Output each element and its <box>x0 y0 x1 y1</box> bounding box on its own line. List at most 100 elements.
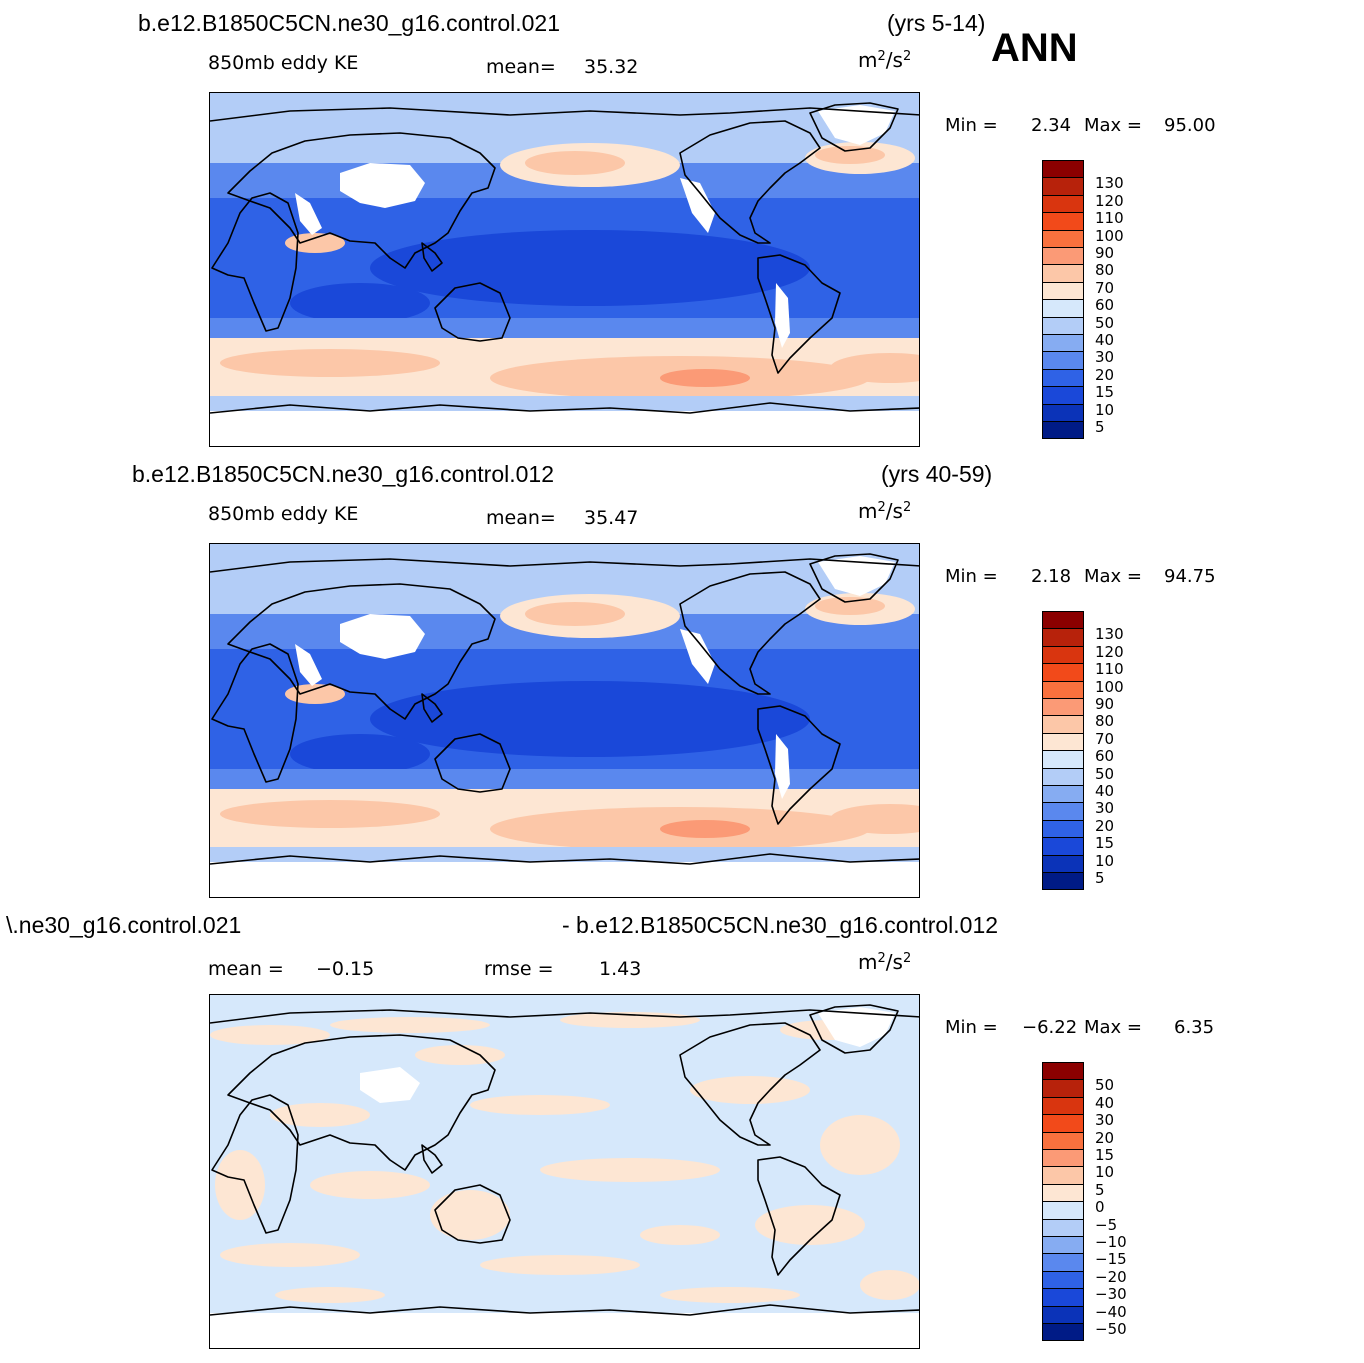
panel1-map <box>209 92 920 447</box>
colorbar-box <box>1042 403 1084 422</box>
colorbar-box <box>1042 802 1084 821</box>
colorbar-label: 40 <box>1095 331 1115 349</box>
panel2-years: (yrs 40-59) <box>881 461 993 487</box>
panel3-map <box>209 994 920 1349</box>
panel1-case-title: b.e12.B1850C5CN.ne30_g16.control.021 <box>138 10 560 36</box>
colorbar-label: 50 <box>1095 313 1115 332</box>
colorbar-box <box>1042 785 1084 804</box>
panel3-colorbar: 50 40 30 20 15 10 5 0 −5 −10 −15 −20 −30 −40 −50 <box>1042 1062 1127 1342</box>
panel2-colorbar: 130 120 110 100 90 80 70 60 50 40 30 20 15 10 5 <box>1042 611 1124 891</box>
colorbar-box <box>1042 611 1084 630</box>
colorbar-box <box>1042 680 1084 699</box>
panel1-units: m2/s2 <box>858 48 912 72</box>
panel2-units: m2/s2 <box>858 499 912 523</box>
panel3-mean-value: −0.15 <box>316 958 375 980</box>
colorbar-label: 15 <box>1095 834 1115 853</box>
colorbar-label: 100 <box>1095 677 1124 696</box>
colorbar-box <box>1042 247 1084 266</box>
panel1-mean-label: mean= <box>486 56 556 78</box>
colorbar-box <box>1042 663 1084 682</box>
colorbar-box <box>1042 1288 1084 1307</box>
colorbar-label: 30 <box>1095 799 1115 818</box>
panel2-min-label: Min = <box>945 566 998 587</box>
colorbar-label: −15 <box>1095 1250 1127 1269</box>
panel3-min-value: −6.22 <box>1022 1017 1078 1038</box>
colorbar-box <box>1042 819 1084 839</box>
panel2-max-value: 94.75 <box>1164 566 1216 587</box>
colorbar-box <box>1042 698 1084 717</box>
colorbar-box <box>1042 1305 1084 1324</box>
colorbar-box <box>1042 1131 1084 1150</box>
panel1-colorbar: 130 120 110 100 90 80 70 60 50 40 30 20 15 10 5 <box>1042 160 1124 440</box>
panel2-variable: 850mb eddy KE <box>208 503 359 525</box>
colorbar-label: 70 <box>1095 278 1115 297</box>
colorbar-label: 80 <box>1095 261 1115 280</box>
panel1-variable: 850mb eddy KE <box>208 52 359 74</box>
colorbar-label: 50 <box>1095 764 1115 783</box>
panel1-mean-value: 35.32 <box>584 56 639 78</box>
panel3-rmse-label: rmse = <box>484 958 554 980</box>
colorbar-box <box>1042 1149 1084 1168</box>
colorbar-box <box>1042 1218 1084 1237</box>
panel3-case-title-right: - b.e12.B1850C5CN.ne30_g16.control.012 <box>562 912 999 938</box>
colorbar-box <box>1042 264 1084 283</box>
colorbar-label: −10 <box>1095 1233 1127 1251</box>
panel3-mean-label: mean = <box>208 958 284 980</box>
colorbar-box <box>1042 1270 1084 1290</box>
colorbar-box <box>1042 767 1084 786</box>
panel2-max-label: Max = <box>1084 566 1143 587</box>
colorbar-box <box>1042 194 1084 214</box>
colorbar-box <box>1042 715 1084 734</box>
colorbar-label: −40 <box>1095 1302 1127 1321</box>
colorbar-label: 0 <box>1095 1198 1105 1217</box>
panel3-max-value: 6.35 <box>1174 1017 1215 1038</box>
colorbar-label: 15 <box>1095 1146 1115 1164</box>
colorbar-label: 50 <box>1095 1076 1115 1095</box>
panel3-min-label: Min = <box>945 1017 998 1038</box>
colorbar-label: 15 <box>1095 383 1115 402</box>
panel1-max-label: Max = <box>1084 115 1143 136</box>
colorbar-label: 90 <box>1095 695 1115 713</box>
colorbar-label: 60 <box>1095 747 1115 766</box>
colorbar-box <box>1042 160 1084 179</box>
colorbar-box <box>1042 421 1084 440</box>
colorbar-box <box>1042 229 1084 248</box>
colorbar-box <box>1042 351 1084 370</box>
colorbar-label: −5 <box>1095 1215 1118 1234</box>
colorbar-box <box>1042 1253 1084 1272</box>
panel2-case-title: b.e12.B1850C5CN.ne30_g16.control.012 <box>132 461 554 487</box>
panel3-units: m2/s2 <box>858 950 912 974</box>
colorbar-box <box>1042 1062 1084 1081</box>
colorbar-box <box>1042 1166 1084 1185</box>
colorbar-box <box>1042 386 1084 405</box>
colorbar-label: 20 <box>1095 816 1115 835</box>
colorbar-box <box>1042 368 1084 388</box>
colorbar-label: 5 <box>1095 1180 1105 1199</box>
colorbar-box <box>1042 628 1084 647</box>
colorbar-label: 100 <box>1095 226 1124 245</box>
colorbar-label: 40 <box>1095 1093 1115 1112</box>
season-label: ANN <box>991 26 1078 70</box>
colorbar-label: 60 <box>1095 296 1115 315</box>
colorbar-label: 5 <box>1095 869 1105 887</box>
panel2-min-value: 2.18 <box>1031 566 1072 587</box>
panel2-mean-value: 35.47 <box>584 507 639 529</box>
colorbar-label: 130 <box>1095 625 1124 644</box>
panel1-max-value: 95.00 <box>1164 115 1216 136</box>
colorbar-label: 10 <box>1095 851 1115 870</box>
colorbar-box <box>1042 854 1084 873</box>
colorbar-box <box>1042 1114 1084 1133</box>
colorbar-label: 20 <box>1095 1128 1115 1147</box>
colorbar-box <box>1042 872 1084 891</box>
colorbar-box <box>1042 177 1084 196</box>
colorbar-label: 30 <box>1095 1111 1115 1130</box>
colorbar-label: 30 <box>1095 348 1115 367</box>
colorbar-box <box>1042 334 1084 353</box>
colorbar-label: 90 <box>1095 244 1115 262</box>
colorbar-label: −30 <box>1095 1285 1127 1304</box>
colorbar-box <box>1042 1201 1084 1220</box>
colorbar-box <box>1042 212 1084 231</box>
colorbar-box <box>1042 316 1084 335</box>
panel2-map <box>209 543 920 898</box>
colorbar-box <box>1042 1323 1084 1342</box>
